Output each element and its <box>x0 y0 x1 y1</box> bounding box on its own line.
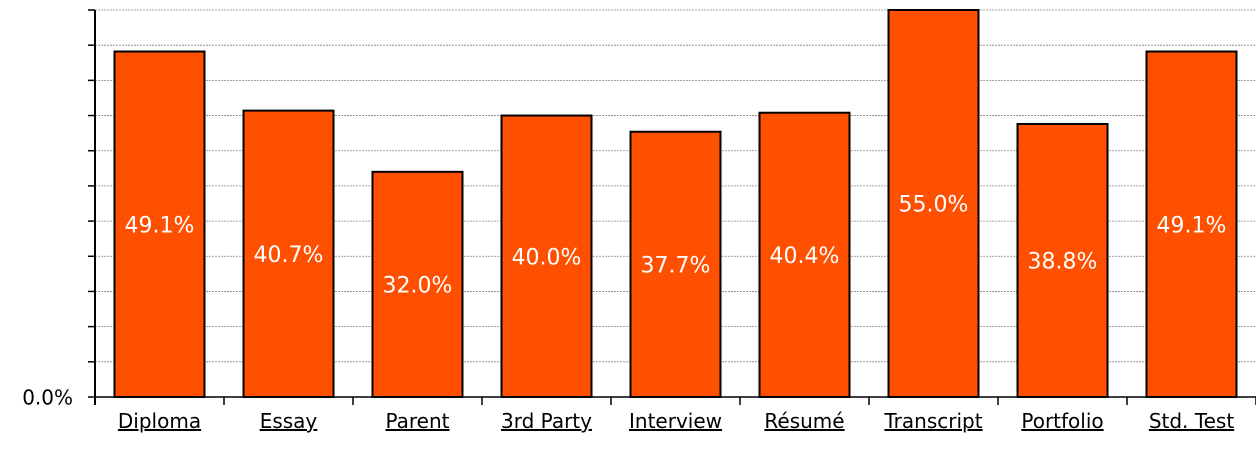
y-tick-label: 0.0% <box>22 386 73 410</box>
category-link[interactable]: Diploma <box>117 409 202 433</box>
bar <box>371 170 464 398</box>
category-link[interactable]: Std. Test <box>1148 409 1235 433</box>
category-link[interactable]: Interview <box>629 409 722 433</box>
bar <box>758 111 851 399</box>
bar <box>629 130 722 398</box>
value-label: 32.0% <box>383 273 453 298</box>
category-link[interactable]: Parent <box>385 409 450 433</box>
value-label: 49.1% <box>1157 213 1227 238</box>
value-label: 40.0% <box>512 245 582 270</box>
bar <box>113 50 206 398</box>
category-link[interactable]: 3rd Party <box>501 409 592 433</box>
bar <box>1016 122 1109 398</box>
value-label: 40.7% <box>254 243 324 268</box>
bar <box>1145 50 1238 398</box>
value-label: 40.4% <box>770 244 840 269</box>
category-link[interactable]: Essay <box>259 409 318 433</box>
value-label: 49.1% <box>125 213 195 238</box>
bar <box>500 114 593 399</box>
category-link[interactable]: Transcript <box>884 409 983 433</box>
category-link[interactable]: Résumé <box>764 409 845 433</box>
category-link[interactable]: Portfolio <box>1021 409 1104 433</box>
bar <box>887 9 980 398</box>
bar <box>242 109 335 399</box>
value-label: 37.7% <box>641 253 711 278</box>
value-label: 55.0% <box>899 193 969 218</box>
value-label: 38.8% <box>1028 249 1098 274</box>
